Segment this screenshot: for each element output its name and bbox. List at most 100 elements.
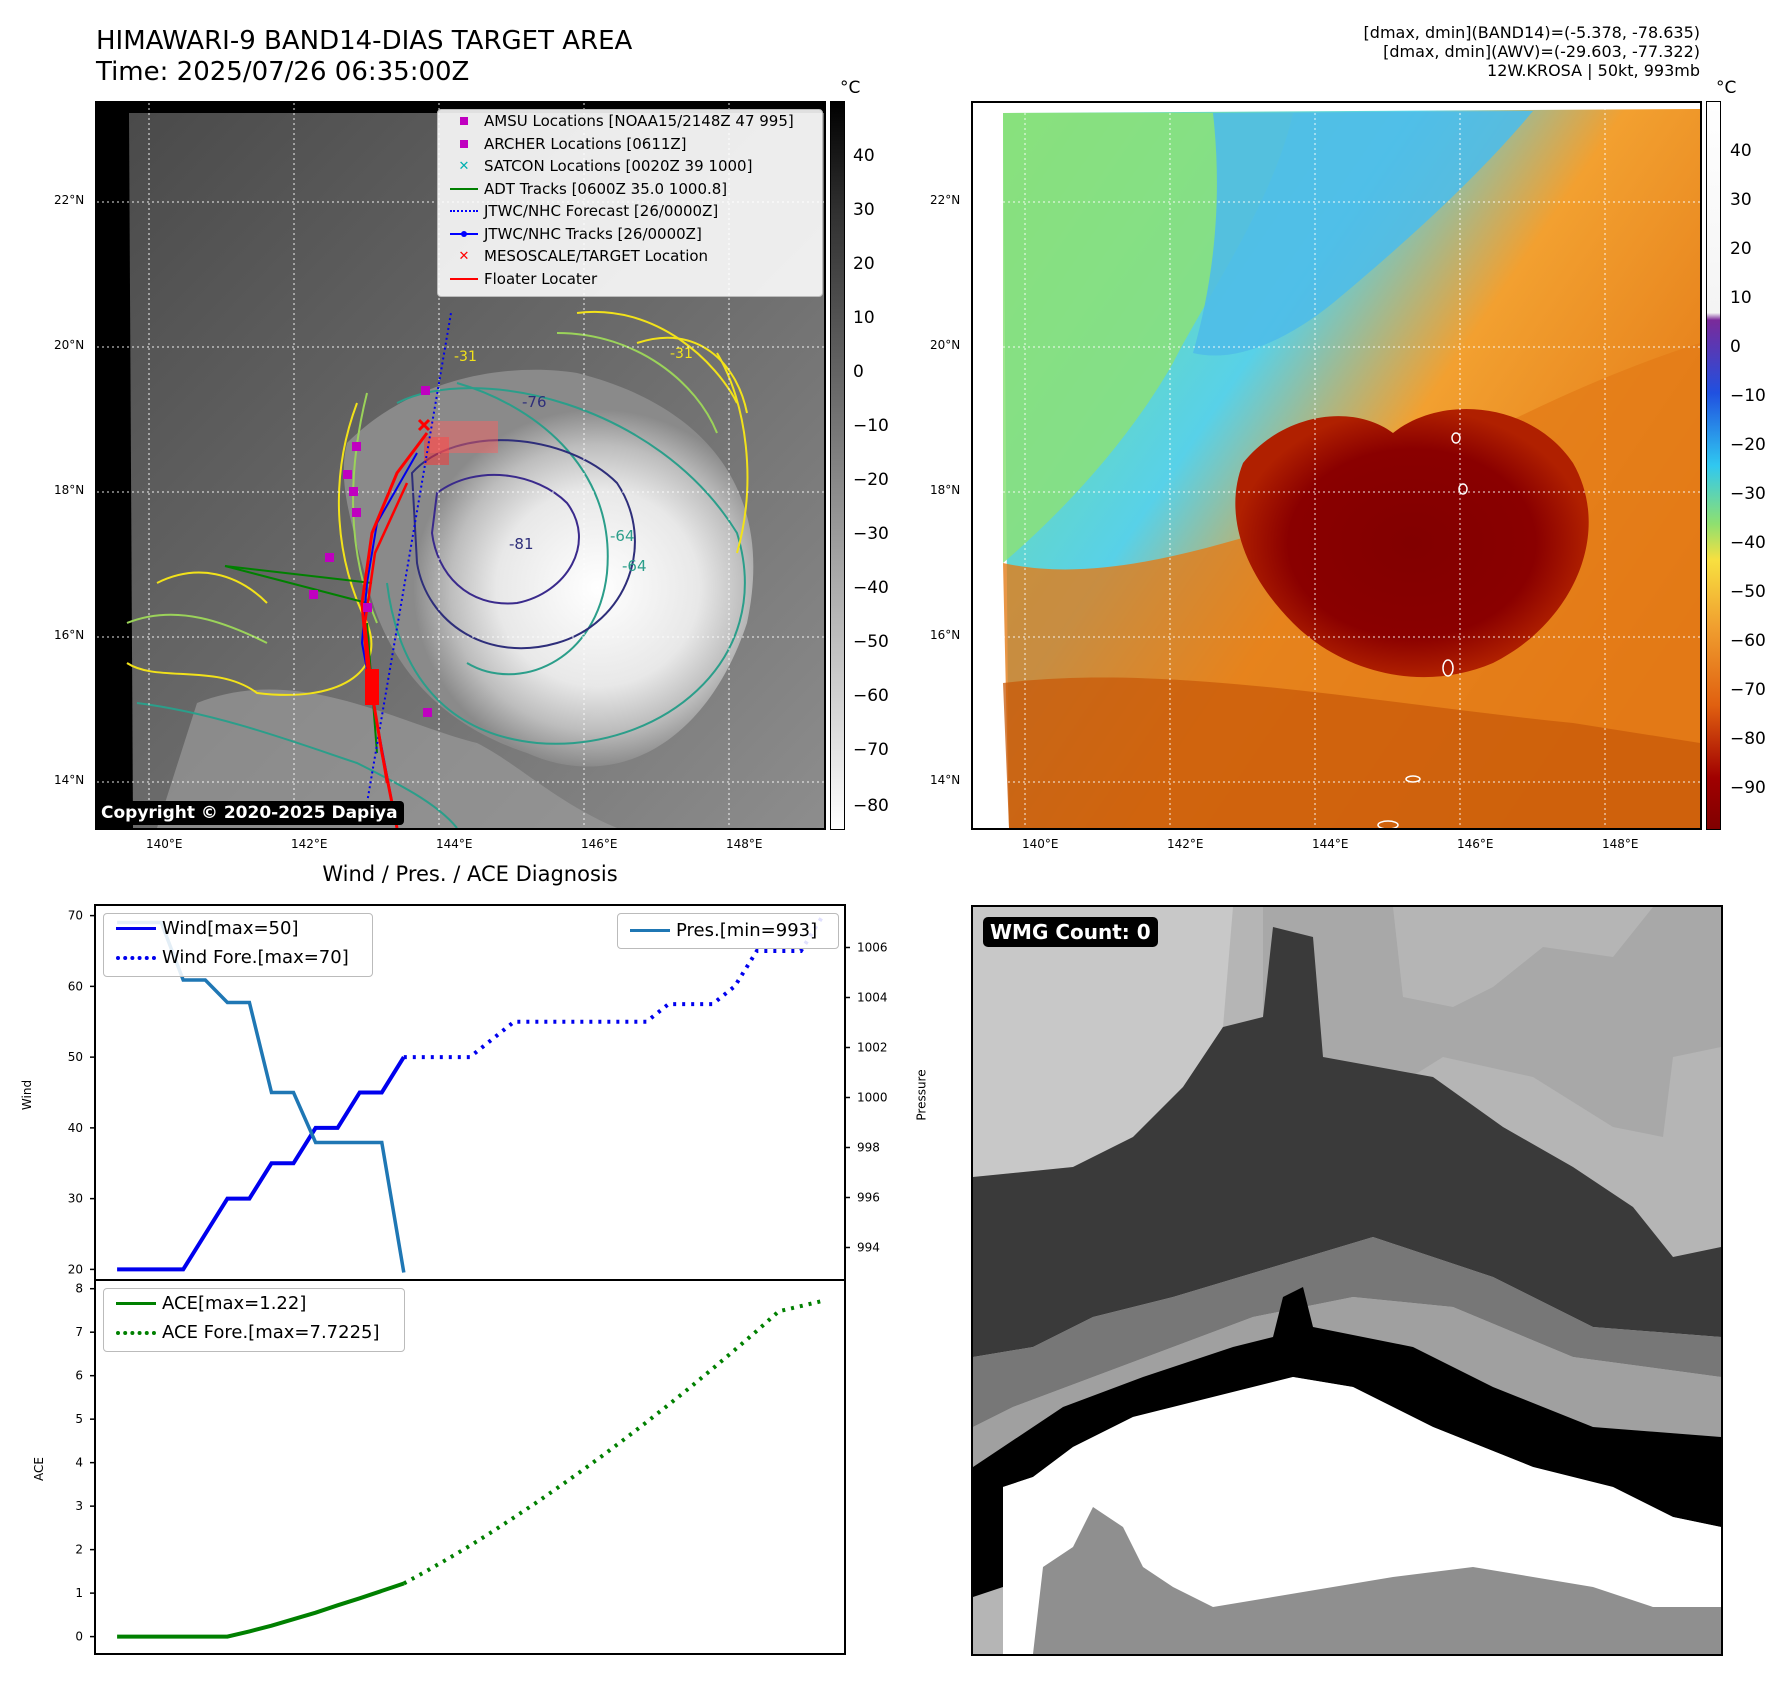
y-tick-label: 0 [75, 1630, 83, 1644]
y2-tick-label: 998 [857, 1141, 880, 1155]
y-tick-label: 40 [68, 1121, 83, 1135]
legend-label: Wind[max=50] [162, 918, 299, 939]
red-line-icon [444, 277, 484, 280]
magenta-square-icon [444, 117, 484, 126]
legend-satcon: ✕ SATCON Locations [0020Z 39 1000] [438, 155, 822, 178]
awv-cb-tick: −50 [1730, 582, 1766, 602]
y-tick-label: 3 [75, 1499, 83, 1513]
blue-dotted-line-icon [444, 210, 484, 213]
awv-cb-tick: −90 [1730, 778, 1766, 798]
ir-colorbar [830, 101, 845, 830]
steelblue-line-icon [624, 928, 676, 932]
title-line1: HIMAWARI-9 BAND14-DIAS TARGET AREA [96, 26, 633, 56]
wind-legend-obs: Wind[max=50] [104, 914, 372, 943]
ir-cb-tick: −40 [853, 578, 889, 598]
ir-lon-146: 146°E [581, 837, 618, 851]
awv-lon-140: 140°E [1022, 837, 1059, 851]
y-tick-label: 1 [75, 1586, 83, 1600]
legend-label: SATCON Locations [0020Z 39 1000] [484, 157, 753, 176]
legend-jtwc-tracks: JTWC/NHC Tracks [26/0000Z] [438, 223, 822, 246]
legend-label: Floater Locater [484, 269, 598, 288]
contour-label-6: -76 [522, 393, 547, 411]
ir-cb-tick: −70 [853, 740, 889, 760]
ir-lat-14: 14°N [54, 773, 85, 787]
series-line [117, 1581, 405, 1639]
awv-colorbar-unit: °C [1716, 78, 1737, 98]
awv-cb-tick: 40 [1730, 141, 1752, 161]
series-line [117, 1056, 406, 1272]
ace-legend: ACE[max=1.22] ACE Fore.[max=7.7225] [103, 1288, 405, 1352]
y2-tick-label: 1004 [857, 991, 888, 1005]
awv-lat-18: 18°N [930, 483, 961, 497]
ir-cb-tick: 40 [853, 146, 875, 166]
wmg-image [973, 907, 1721, 1654]
wind-axes: 20 30 40 50 60 70 [68, 909, 95, 1276]
awv-lat-20: 20°N [930, 338, 961, 352]
ir-cb-tick: 0 [853, 362, 864, 382]
blue-line-icon [110, 927, 162, 930]
y-tick-label: 6 [75, 1369, 83, 1383]
ir-lon-148: 148°E [726, 837, 763, 851]
awv-cb-tick: −60 [1730, 631, 1766, 651]
awv-lon-148: 148°E [1602, 837, 1639, 851]
info-storm: 12W.KROSA | 50kt, 993mb [1487, 61, 1700, 80]
awv-lat-14: 14°N [930, 773, 961, 787]
y-tick-label: 30 [68, 1192, 83, 1206]
copyright-label: Copyright © 2020-2025 Dapiya [97, 801, 404, 825]
awv-cb-tick: −70 [1730, 680, 1766, 700]
ace-legend-obs: ACE[max=1.22] [104, 1289, 404, 1318]
legend-label: ADT Tracks [0600Z 35.0 1000.8] [484, 179, 728, 198]
legend-amsu: AMSU Locations [NOAA15/2148Z 47 995] [438, 110, 822, 133]
ir-lon-144: 144°E [436, 837, 473, 851]
series-line [402, 1298, 824, 1586]
red-x-icon: ✕ [458, 248, 470, 264]
y-tick-label: 60 [68, 979, 83, 993]
ace-series [117, 1298, 824, 1639]
ir-colorbar-unit: °C [840, 78, 861, 98]
ace-frame [94, 1279, 846, 1655]
pressure-legend: Pres.[min=993] [617, 913, 839, 949]
y2-tick-label: 1006 [857, 941, 888, 955]
legend-adt: ADT Tracks [0600Z 35.0 1000.8] [438, 178, 822, 201]
ir-cb-tick: 10 [853, 308, 875, 328]
awv-lon-142: 142°E [1167, 837, 1204, 851]
y2-tick-label: 1000 [857, 1091, 888, 1105]
wind-legend-fore: Wind Fore.[max=70] [104, 943, 372, 972]
y-tick-label: 2 [75, 1543, 83, 1557]
contour-label-1: -31 [454, 349, 477, 365]
ir-lat-18: 18°N [54, 483, 85, 497]
legend-label: JTWC/NHC Tracks [26/0000Z] [484, 224, 702, 243]
title-line2: Time: 2025/07/26 06:35:00Z [96, 57, 470, 87]
awv-cb-tick: −80 [1730, 729, 1766, 749]
awv-cb-tick: −10 [1730, 386, 1766, 406]
ace-legend-fore: ACE Fore.[max=7.7225] [104, 1318, 404, 1347]
contour-label-5: -81 [509, 535, 534, 553]
blue-line-dot-icon [444, 230, 484, 238]
pressure-legend-obs: Pres.[min=993] [618, 914, 838, 946]
awv-cb-tick: −30 [1730, 484, 1766, 504]
pressure-axes: 994 996 998 1000 1002 1004 1006 [845, 941, 888, 1255]
legend-label: ACE Fore.[max=7.7225] [162, 1322, 380, 1343]
awv-lon-144: 144°E [1312, 837, 1349, 851]
y-tick-label: 5 [75, 1412, 83, 1426]
awv-cb-tick: −20 [1730, 435, 1766, 455]
legend-floater: Floater Locater [438, 268, 822, 291]
y-tick-label: 50 [68, 1050, 83, 1064]
wmg-panel: WMG Count: 0 [971, 905, 1723, 1656]
awv-cb-tick: 10 [1730, 288, 1752, 308]
legend-label: Wind Fore.[max=70] [162, 947, 349, 968]
awv-colorbar [1706, 101, 1721, 830]
blue-dotted-line-icon [110, 955, 162, 960]
y-tick-label: 8 [75, 1282, 83, 1296]
y-tick-label: 4 [75, 1456, 83, 1470]
legend-archer: ARCHER Locations [0611Z] [438, 133, 822, 156]
y-tick-label: 7 [75, 1325, 83, 1339]
intensity-info: [dmax, dmin](BAND14)=(-5.378, -78.635) [… [1364, 23, 1700, 80]
wind-ylabel: Wind [20, 1079, 35, 1111]
legend-label: ARCHER Locations [0611Z] [484, 134, 687, 153]
legend-jtwc-forecast: JTWC/NHC Forecast [26/0000Z] [438, 200, 822, 223]
ir-lat-22: 22°N [54, 193, 85, 207]
ir-cb-tick: 20 [853, 254, 875, 274]
diagnosis-title: Wind / Pres. / ACE Diagnosis [322, 862, 618, 886]
info-awv: [dmax, dmin](AWV)=(-29.603, -77.322) [1383, 42, 1700, 61]
